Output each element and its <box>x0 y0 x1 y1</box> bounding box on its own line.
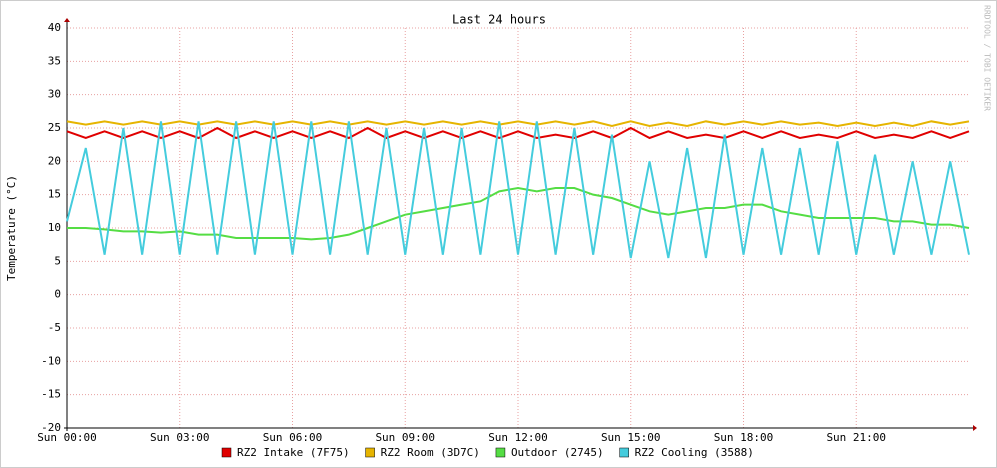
x-tick-label: Sun 00:00 <box>37 431 97 444</box>
axis-arrow <box>64 18 70 22</box>
y-tick-label: 0 <box>54 288 61 301</box>
legend: RZ2 Intake (7F75) RZ2 Room (3D7C) Outdoor … <box>221 446 754 459</box>
x-tick-label: Sun 18:00 <box>714 431 774 444</box>
y-tick-label: 25 <box>48 121 61 134</box>
y-tick-label: -15 <box>41 388 61 401</box>
y-axis-label: Temperature (°C) <box>5 175 18 281</box>
chart-title: Last 24 hours <box>452 13 546 27</box>
x-tick-label: Sun 03:00 <box>150 431 210 444</box>
y-tick-label: -10 <box>41 354 61 367</box>
y-tick-label: 10 <box>48 221 61 234</box>
legend-swatch <box>365 447 375 458</box>
x-tick-label: Sun 21:00 <box>826 431 886 444</box>
legend-label: RZ2 Room (3D7C) <box>381 446 480 459</box>
watermark: RRDTOOL / TOBI OETIKER <box>983 5 992 111</box>
series-line <box>66 126 970 140</box>
y-tick-label: -20 <box>41 421 61 434</box>
legend-label: Outdoor (2745) <box>511 446 604 459</box>
series-line <box>67 186 970 241</box>
y-tick-label: -5 <box>48 321 61 334</box>
legend-swatch <box>619 447 629 458</box>
legend-swatch <box>221 447 232 458</box>
legend-label: RZ2 Intake (7F75) <box>237 446 350 459</box>
y-tick-label: 5 <box>54 254 61 267</box>
series-line <box>66 120 970 128</box>
y-tick-label: 20 <box>48 154 61 167</box>
x-tick-label: Sun 06:00 <box>263 431 323 444</box>
y-tick-label: 30 <box>48 88 61 101</box>
legend-swatch <box>495 447 506 458</box>
x-tick-label: Sun 09:00 <box>375 431 435 444</box>
axis-arrow <box>973 425 977 431</box>
x-tick-label: Sun 15:00 <box>601 431 661 444</box>
y-tick-label: 40 <box>48 21 61 34</box>
legend-label: RZ2 Cooling (3588) <box>635 446 754 459</box>
series-line <box>66 121 970 259</box>
y-tick-label: 35 <box>48 54 61 67</box>
y-tick-label: 15 <box>48 188 61 201</box>
x-tick-label: Sun 12:00 <box>488 431 548 444</box>
